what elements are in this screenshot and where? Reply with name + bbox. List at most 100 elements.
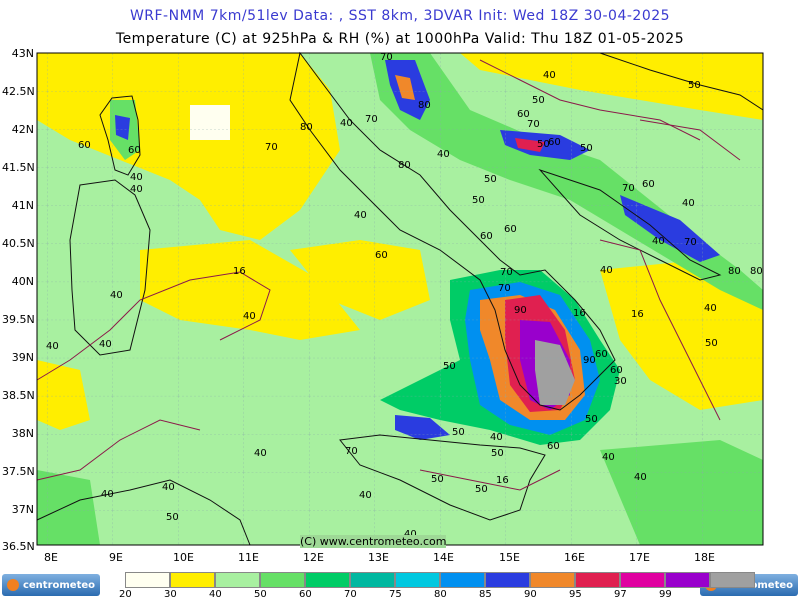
contour-label: 90 xyxy=(514,305,527,316)
legend-swatch xyxy=(260,572,305,588)
legend-label: 20 xyxy=(119,589,132,600)
contour-label: 80 xyxy=(418,100,431,111)
lat-label: 39.5N xyxy=(2,313,35,326)
contour-label: 50 xyxy=(688,80,701,91)
contour-label: 50 xyxy=(484,174,497,185)
contour-label: 70 xyxy=(498,283,511,294)
contour-label: 60 xyxy=(595,349,608,360)
lat-label: 38.5N xyxy=(2,389,35,402)
lat-label: 40N xyxy=(11,275,34,288)
contour-label: 40 xyxy=(110,290,123,301)
lon-label: 15E xyxy=(499,551,520,564)
lat-label: 36.5N xyxy=(2,540,35,553)
legend-label: 30 xyxy=(164,589,177,600)
legend-label: 70 xyxy=(344,589,357,600)
contour-label: 40 xyxy=(634,472,647,483)
contour-label: 40 xyxy=(437,149,450,160)
contour-label: 50 xyxy=(585,414,598,425)
lat-label: 41.5N xyxy=(2,161,35,174)
legend-swatch xyxy=(305,572,350,588)
contour-label: 16 xyxy=(233,266,246,277)
lon-label: 8E xyxy=(44,551,58,564)
legend-swatch xyxy=(125,572,170,588)
field-title: Temperature (C) at 925hPa & RH (%) at 10… xyxy=(115,31,685,47)
contour-label: 40 xyxy=(682,198,695,209)
contour-label: 60 xyxy=(480,231,493,242)
contour-label: 40 xyxy=(704,303,717,314)
legend-label: 85 xyxy=(479,589,492,600)
model-title: WRF-NMM 7km/51lev Data: , SST 8km, 3DVAR… xyxy=(129,8,671,24)
contour-label: 40 xyxy=(359,490,372,501)
contour-label: 80 xyxy=(300,122,313,133)
contour-label: 80 xyxy=(728,266,741,277)
lon-label: 16E xyxy=(564,551,585,564)
contour-label: 16 xyxy=(496,475,509,486)
contour-label: 60 xyxy=(128,145,141,156)
lon-label: 11E xyxy=(238,551,259,564)
contour-label: 60 xyxy=(504,224,517,235)
contour-label: 70 xyxy=(500,267,513,278)
contour-label: 40 xyxy=(340,118,353,129)
legend-label: 80 xyxy=(434,589,447,600)
contour-label: 40 xyxy=(600,265,613,276)
legend-swatch xyxy=(485,572,530,588)
logo-dot-icon xyxy=(6,579,19,591)
lat-label: 42N xyxy=(11,123,34,136)
lon-label: 10E xyxy=(173,551,194,564)
contour-label: 40 xyxy=(254,448,267,459)
contour-label: 70 xyxy=(345,446,358,457)
contour-label: 50 xyxy=(443,361,456,372)
contour-label: 60 xyxy=(548,137,561,148)
contour-label: 40 xyxy=(354,210,367,221)
contour-label: 40 xyxy=(162,482,175,493)
lat-label: 39N xyxy=(11,351,34,364)
legend-swatch xyxy=(530,572,575,588)
contour-label: 60 xyxy=(547,441,560,452)
contour-label: 50 xyxy=(431,474,444,485)
legend-label: 50 xyxy=(254,589,267,600)
legend-swatch xyxy=(440,572,485,588)
contour-label: 50 xyxy=(705,338,718,349)
contour-label: 40 xyxy=(99,339,112,350)
legend-label: 75 xyxy=(389,589,402,600)
contour-label: 50 xyxy=(537,139,550,150)
contour-label: 90 xyxy=(583,355,596,366)
contour-label: 80 xyxy=(750,266,763,277)
lat-label: 38N xyxy=(11,427,34,440)
contour-label: 50 xyxy=(452,427,465,438)
contour-label: 40 xyxy=(101,489,114,500)
contour-label: 60 xyxy=(517,109,530,120)
temperature-isotherms xyxy=(36,59,741,491)
legend-swatch xyxy=(170,572,215,588)
legend-label: 95 xyxy=(569,589,582,600)
contour-label: 60 xyxy=(375,250,388,261)
color-legend xyxy=(125,572,755,588)
contour-label: 40 xyxy=(243,311,256,322)
contour-label: 50 xyxy=(472,195,485,206)
contour-label: 50 xyxy=(532,95,545,106)
contour-label: 70 xyxy=(622,183,635,194)
legend-swatch xyxy=(710,572,755,588)
lat-label: 43N xyxy=(11,47,34,60)
lon-label: 14E xyxy=(433,551,454,564)
contour-label: 60 xyxy=(642,179,655,190)
contour-label: 16 xyxy=(631,309,644,320)
contour-label: 40 xyxy=(490,432,503,443)
contour-label: 70 xyxy=(265,142,278,153)
legend-swatch xyxy=(665,572,710,588)
lon-label: 9E xyxy=(109,551,123,564)
contour-label: 40 xyxy=(543,70,556,81)
contour-label: 50 xyxy=(580,143,593,154)
contour-label: 70 xyxy=(684,237,697,248)
contour-label: 50 xyxy=(166,512,179,523)
contour-label: 60 xyxy=(610,365,623,376)
contour-label: 50 xyxy=(491,448,504,459)
legend-swatch xyxy=(215,572,260,588)
lon-label: 17E xyxy=(629,551,650,564)
lat-label: 41N xyxy=(11,199,34,212)
lat-label: 40.5N xyxy=(2,237,35,250)
centrometeo-logo-left[interactable]: centrometeo xyxy=(2,574,100,596)
legend-label: 40 xyxy=(209,589,222,600)
contour-label: 70 xyxy=(380,52,393,63)
